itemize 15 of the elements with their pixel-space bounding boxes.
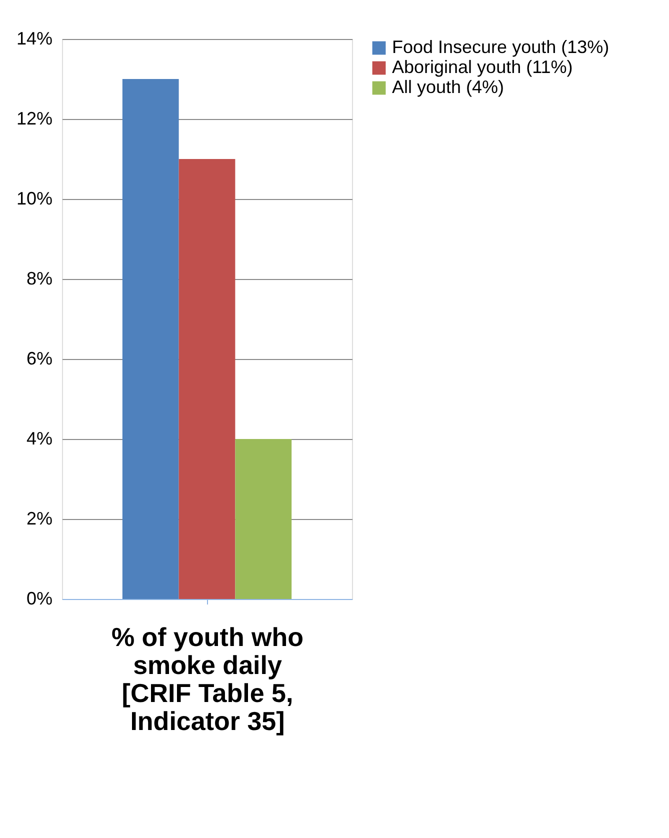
bar: [178, 159, 236, 599]
bar: [235, 439, 292, 599]
y-tick-label: 14%: [16, 28, 52, 48]
x-axis-title: % of youth who smoke daily [CRIF Table 5, Indicator 35]: [111, 622, 304, 736]
y-tick-label: 8%: [26, 268, 52, 288]
y-tick-label: 12%: [16, 108, 52, 128]
legend-label: Aboriginal youth (11%): [392, 57, 573, 77]
legend-label: Food Insecure youth (13%): [392, 37, 610, 57]
y-tick-label: 6%: [26, 348, 52, 368]
y-tick-label: 10%: [16, 188, 52, 208]
y-tick-label: 4%: [26, 428, 52, 448]
y-tick-label: 0%: [26, 588, 52, 608]
bar: [122, 79, 179, 599]
legend-label: All youth (4%): [392, 77, 504, 97]
y-tick-label: 2%: [26, 508, 52, 528]
